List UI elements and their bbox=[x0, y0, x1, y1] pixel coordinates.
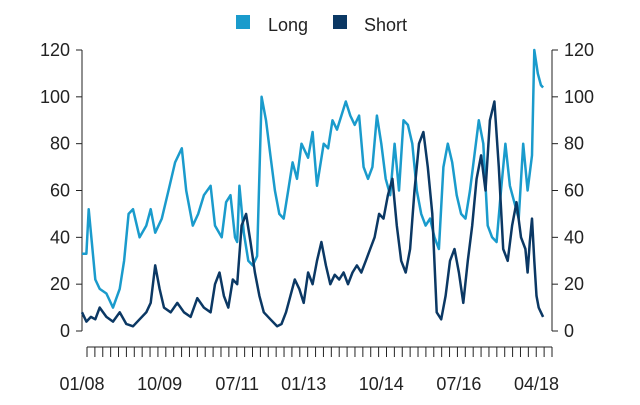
x-tick-label: 07/11 bbox=[215, 374, 259, 394]
y-tick-label-right: 120 bbox=[564, 40, 594, 60]
legend-label-long: Long bbox=[268, 15, 308, 35]
x-tick-label: 01/13 bbox=[281, 374, 326, 394]
y-tick-label-right: 0 bbox=[564, 321, 574, 341]
y-tick-label-right: 40 bbox=[564, 227, 584, 247]
series-layer bbox=[80, 48, 545, 328]
x-tick-label: 07/16 bbox=[436, 374, 481, 394]
series-line-short bbox=[80, 100, 545, 328]
y-tick-label-left: 100 bbox=[40, 87, 70, 107]
y-tick-label-left: 40 bbox=[50, 227, 70, 247]
y-tick-label-left: 0 bbox=[60, 321, 70, 341]
y-tick-label-right: 80 bbox=[564, 134, 584, 154]
x-tick-label: 04/18 bbox=[514, 374, 559, 394]
y-tick-label-left: 20 bbox=[50, 274, 70, 294]
y-tick-label-left: 60 bbox=[50, 181, 70, 201]
x-tick-label: 10/14 bbox=[359, 374, 404, 394]
y-tick-label-left: 120 bbox=[40, 40, 70, 60]
y-tick-label-right: 60 bbox=[564, 181, 584, 201]
x-tick-label: 01/08 bbox=[59, 374, 104, 394]
axes: 0 0 20 20 40 40 60 60 80 80 100 100 120 120 01/08 10/09… bbox=[40, 40, 594, 394]
legend-swatch-short bbox=[333, 15, 347, 29]
series-line-long bbox=[82, 48, 545, 309]
legend-swatch-long bbox=[236, 15, 250, 29]
y-tick-label-left: 80 bbox=[50, 134, 70, 154]
legend: Long Short bbox=[236, 15, 407, 35]
y-tick-label-right: 100 bbox=[564, 87, 594, 107]
y-tick-label-right: 20 bbox=[564, 274, 584, 294]
legend-label-short: Short bbox=[364, 15, 407, 35]
x-tick-label: 10/09 bbox=[137, 374, 182, 394]
